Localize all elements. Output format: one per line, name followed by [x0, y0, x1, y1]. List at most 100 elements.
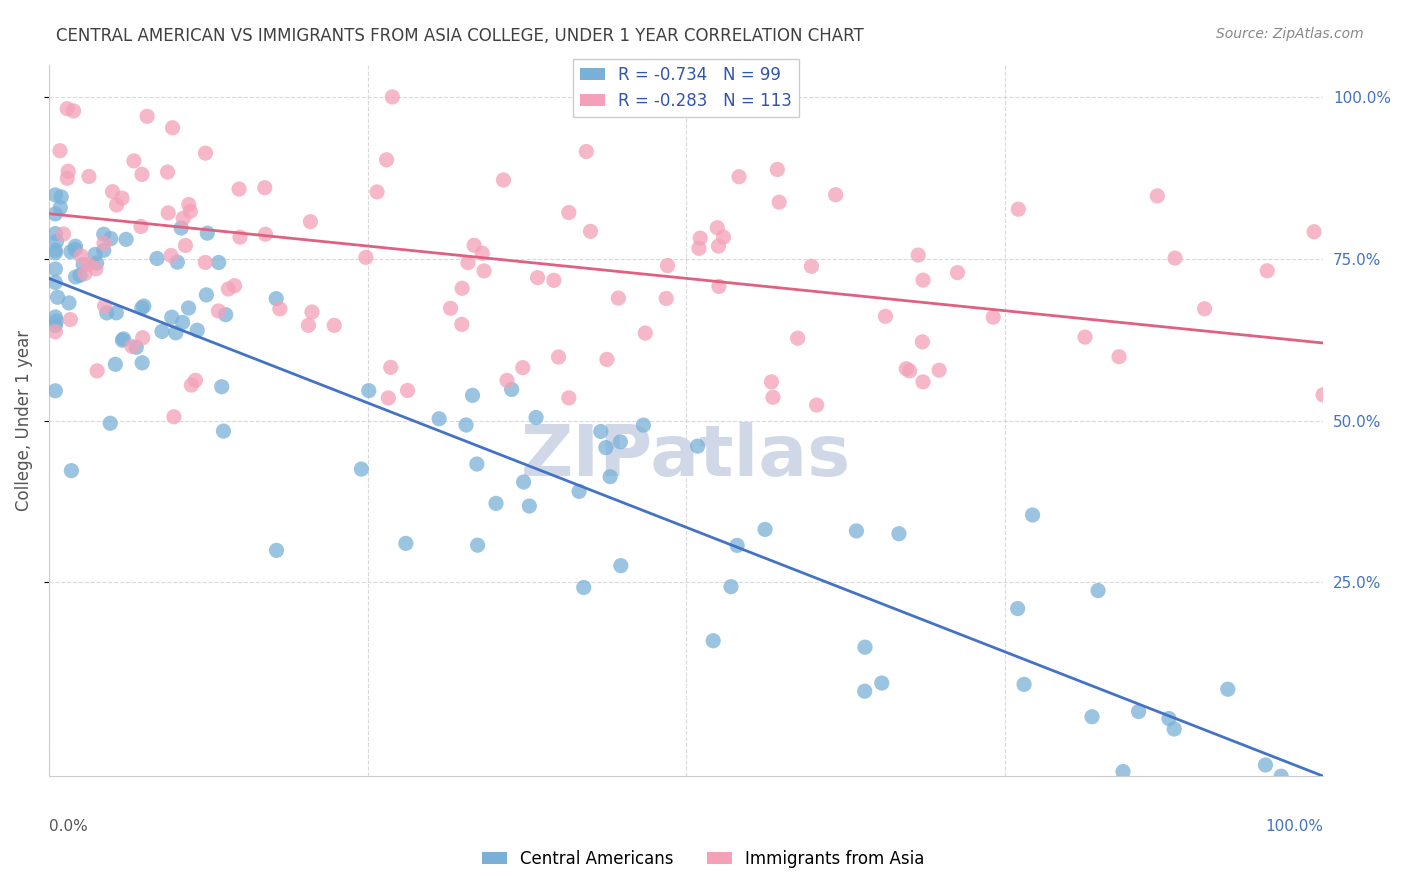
- Point: [907, 248, 929, 262]
- Point: [62, 103, 84, 118]
- Point: [380, 360, 402, 375]
- Point: [786, 331, 808, 345]
- Point: [1074, 330, 1097, 344]
- Point: [465, 457, 488, 471]
- Point: [44, 244, 66, 258]
- Point: [56, 164, 79, 178]
- Point: [357, 384, 380, 398]
- Point: [450, 318, 472, 332]
- Point: [463, 238, 485, 252]
- Point: [845, 524, 868, 538]
- Point: [875, 310, 897, 324]
- Point: [101, 185, 124, 199]
- Point: [93, 299, 115, 313]
- Point: [496, 373, 519, 387]
- Point: [195, 226, 218, 240]
- Point: [160, 248, 183, 262]
- Point: [853, 684, 876, 698]
- Point: [65, 270, 87, 285]
- Point: [768, 195, 790, 210]
- Point: [461, 388, 484, 402]
- Point: [46, 290, 69, 304]
- Point: [266, 543, 288, 558]
- Point: [524, 410, 547, 425]
- Point: [207, 304, 229, 318]
- Point: [870, 676, 893, 690]
- Point: [472, 264, 495, 278]
- Point: [547, 350, 569, 364]
- Text: 100.0%: 100.0%: [1265, 819, 1323, 834]
- Point: [1146, 189, 1168, 203]
- Point: [160, 310, 183, 325]
- Point: [115, 232, 138, 246]
- Point: [131, 168, 153, 182]
- Point: [96, 306, 118, 320]
- Point: [104, 357, 127, 371]
- Point: [122, 153, 145, 168]
- Point: [728, 169, 751, 184]
- Point: [45, 314, 67, 328]
- Point: [707, 279, 730, 293]
- Point: [706, 220, 728, 235]
- Point: [366, 185, 388, 199]
- Point: [65, 239, 87, 253]
- Point: [454, 417, 477, 432]
- Point: [911, 334, 934, 349]
- Point: [45, 235, 67, 249]
- Point: [1163, 722, 1185, 736]
- Point: [77, 258, 100, 272]
- Point: [1087, 583, 1109, 598]
- Point: [162, 120, 184, 135]
- Point: [1012, 677, 1035, 691]
- Point: [170, 221, 193, 235]
- Point: [63, 243, 86, 257]
- Point: [172, 315, 194, 329]
- Point: [928, 363, 950, 377]
- Point: [56, 102, 79, 116]
- Point: [112, 332, 135, 346]
- Point: [299, 215, 322, 229]
- Point: [501, 383, 523, 397]
- Point: [512, 475, 534, 489]
- Point: [725, 538, 748, 552]
- Point: [44, 325, 66, 339]
- Point: [911, 375, 934, 389]
- Point: [689, 231, 711, 245]
- Point: [350, 462, 373, 476]
- Point: [44, 245, 66, 260]
- Point: [702, 633, 724, 648]
- Point: [49, 201, 72, 215]
- Point: [467, 538, 489, 552]
- Point: [195, 288, 218, 302]
- Point: [558, 205, 581, 219]
- Point: [52, 227, 75, 241]
- Point: [129, 219, 152, 234]
- Point: [657, 259, 679, 273]
- Point: [131, 331, 153, 345]
- Point: [84, 261, 107, 276]
- Point: [323, 318, 346, 333]
- Point: [69, 268, 91, 283]
- Point: [354, 251, 377, 265]
- Point: [165, 326, 187, 340]
- Point: [512, 360, 534, 375]
- Point: [105, 198, 128, 212]
- Point: [59, 312, 82, 326]
- Point: [44, 318, 66, 333]
- Point: [56, 171, 79, 186]
- Point: [485, 496, 508, 510]
- Point: [184, 373, 207, 387]
- Point: [800, 260, 823, 274]
- Point: [1081, 710, 1104, 724]
- Point: [1108, 350, 1130, 364]
- Point: [896, 361, 918, 376]
- Point: [44, 276, 66, 290]
- Point: [713, 230, 735, 244]
- Legend: Central Americans, Immigrants from Asia: Central Americans, Immigrants from Asia: [475, 844, 931, 875]
- Point: [177, 197, 200, 211]
- Point: [254, 227, 277, 242]
- Point: [111, 333, 134, 347]
- Point: [86, 256, 108, 270]
- Point: [599, 469, 621, 483]
- Point: [172, 211, 194, 226]
